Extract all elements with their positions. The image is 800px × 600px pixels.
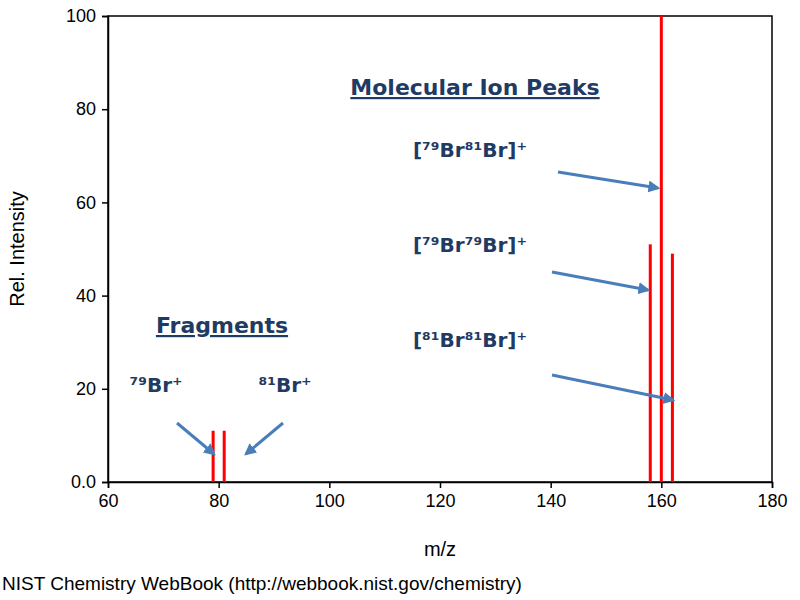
tick: 40	[76, 286, 108, 306]
tick-mark	[102, 202, 108, 204]
tick-label: 120	[425, 491, 455, 511]
tick-mark	[440, 482, 442, 488]
tick-label: 100	[66, 6, 96, 26]
annotation: ⁷⁹Br⁺	[129, 373, 182, 397]
tick-mark	[102, 109, 108, 111]
tick-label: 180	[757, 491, 787, 511]
source: NIST Chemistry WebBook (http://webbook.n…	[2, 573, 522, 594]
tick-mark	[218, 482, 220, 488]
axis-line	[102, 17, 109, 483]
x-axis-title: m/z	[424, 538, 456, 560]
peak	[212, 431, 215, 482]
tick: 80	[76, 99, 108, 119]
tick-label: 100	[315, 491, 345, 511]
tick: 100	[66, 6, 108, 26]
annotation: Fragments	[156, 313, 288, 338]
tick: 160	[647, 482, 677, 511]
tick-label: 80	[76, 99, 96, 119]
tick: 140	[536, 482, 566, 511]
annotation: [⁸¹Br⁸¹Br]⁺	[413, 328, 527, 352]
tick-label: 40	[76, 286, 96, 306]
annotation: Molecular Ion Peaks	[350, 75, 599, 100]
tick-mark	[772, 482, 774, 488]
tick-mark	[102, 389, 108, 391]
tick-mark	[661, 482, 663, 488]
arrow	[246, 423, 283, 454]
peak	[671, 254, 674, 482]
annotation: ⁸¹Br⁺	[258, 373, 311, 397]
tick: 60	[76, 193, 108, 213]
annotation: [⁷⁹Br⁸¹Br]⁺	[413, 138, 527, 162]
tick: 100	[315, 482, 345, 511]
tick-mark	[102, 482, 108, 484]
tick: 180	[757, 482, 787, 511]
tick-mark	[329, 482, 331, 488]
tick-label: 0.0	[71, 472, 96, 492]
tick-mark	[550, 482, 552, 488]
y-axis: 0.0 20 40 60 80 100	[66, 6, 109, 492]
arrow	[558, 172, 658, 188]
plot-area: 60 80 100 120 140 160 180 0.0 20 40 60 80 100	[66, 6, 788, 511]
chart: 60 80 100 120 140 160 180 0.0 20 40 60 80 100 m/z Rel.…	[0, 0, 800, 600]
marks	[212, 16, 674, 482]
peak	[223, 431, 226, 482]
plot-frame	[108, 16, 772, 482]
arrow	[552, 375, 673, 400]
tick-label: 80	[209, 491, 229, 511]
tick-label: 60	[76, 193, 96, 213]
peak	[649, 244, 652, 482]
peak	[660, 16, 663, 482]
tick: 80	[209, 482, 229, 511]
tick-label: 20	[76, 379, 96, 399]
y-axis-title: Rel. Intensity	[6, 191, 28, 307]
annotations: Molecular Ion Peaks Fragments [⁷⁹Br⁸¹Br]⁺ […	[129, 75, 673, 454]
tick: 60	[98, 482, 118, 511]
tick-label: 140	[536, 491, 566, 511]
arrow	[552, 272, 648, 290]
annotation: [⁷⁹Br⁷⁹Br]⁺	[413, 233, 527, 257]
tick-mark	[102, 16, 108, 18]
tick-label: 160	[647, 491, 677, 511]
arrow	[177, 423, 214, 454]
x-axis: 60 80 100 120 140 160 180	[98, 482, 787, 511]
tick: 0.0	[71, 472, 108, 492]
tick: 120	[425, 482, 455, 511]
tick-label: 60	[98, 491, 118, 511]
tick: 20	[76, 379, 108, 399]
axis-line	[109, 483, 773, 489]
tick-mark	[102, 295, 108, 297]
